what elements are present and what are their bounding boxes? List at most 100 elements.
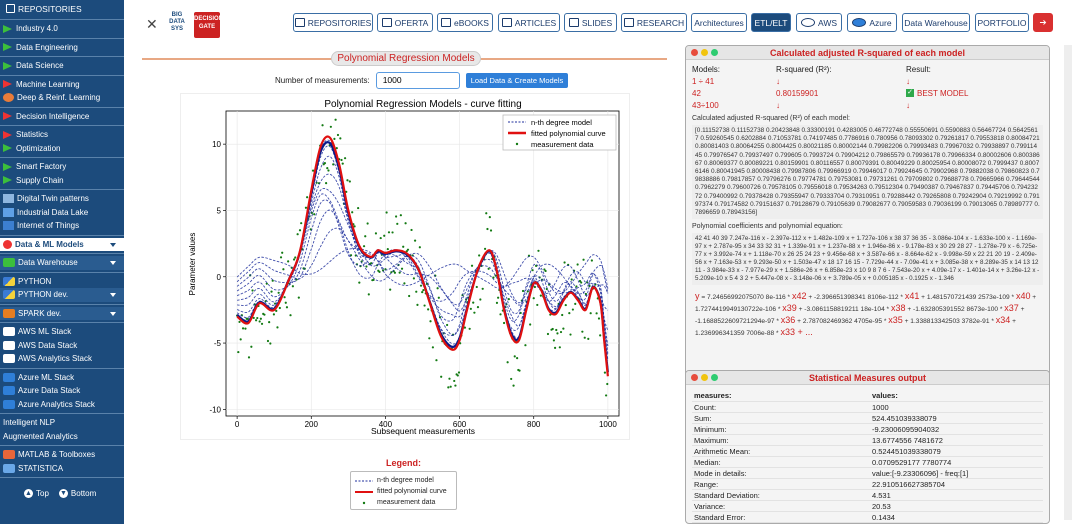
top-nav: ✕ BIG DATA SYS DECISION GATE REPOSITORIE… <box>140 10 1060 40</box>
table-row: 43÷100 ↓ ↓ <box>692 100 910 110</box>
sidebar-item-matlab[interactable]: MATLAB & Toolboxes <box>0 448 124 462</box>
logo-bigdatasys[interactable]: BIG DATA SYS <box>169 12 185 32</box>
stat-label: Variance: <box>694 501 726 511</box>
data-point <box>287 260 290 263</box>
nav-etl-button[interactable]: ETL/ELT <box>751 13 791 32</box>
logo-decisiongate[interactable]: DECISION GATE <box>194 12 223 38</box>
nav-aws-button[interactable]: AWS <box>796 13 842 32</box>
maximize-dot-icon[interactable] <box>711 374 718 381</box>
nav-repositories-button[interactable]: REPOSITORIES <box>293 13 373 32</box>
sidebar-item-python[interactable]: PYTHON <box>0 275 124 289</box>
data-point <box>336 133 340 137</box>
sidebar-header[interactable]: REPOSITORIES <box>0 0 124 17</box>
data-point <box>531 269 534 272</box>
coef-caption: Polynomial coefficients and polynomial e… <box>692 223 843 231</box>
data-point <box>366 222 369 225</box>
nav-slides-button[interactable]: SLIDES <box>564 13 617 32</box>
sidebar-item-smart-factory[interactable]: Smart Factory <box>0 160 124 174</box>
data-point <box>421 291 424 294</box>
data-point <box>326 167 329 170</box>
data-point <box>552 339 555 342</box>
sidebar-item-aws-data[interactable]: AWS Data Stack <box>0 339 124 353</box>
data-point <box>343 157 347 160</box>
close-dot-icon[interactable] <box>691 374 698 381</box>
data-point <box>399 214 402 217</box>
nav-oferta-button[interactable]: OFERTA <box>377 13 433 32</box>
sidebar-item-aws-analytics[interactable]: AWS Analytics Stack <box>0 352 124 366</box>
bottom-button[interactable]: ▼ Bottom <box>58 489 97 498</box>
sidebar-item-data-science[interactable]: Data Science <box>0 59 124 73</box>
data-point <box>348 180 351 183</box>
sidebar-item-azure-ml[interactable]: Azure ML Stack <box>0 371 124 385</box>
table-row: Count: 1000 <box>692 402 1043 413</box>
nav-research-button[interactable]: RESEARCH <box>621 13 687 32</box>
data-point <box>238 320 241 324</box>
sidebar-item-digital-twin[interactable]: Digital Twin patterns <box>0 192 124 206</box>
nav-articles-button[interactable]: ARTICLES <box>498 13 560 32</box>
sidebar-item-statistica[interactable]: STATISTICA <box>0 462 124 476</box>
green-arrow-icon <box>3 144 12 153</box>
sidebar-item-data-warehouse[interactable]: Data Warehouse <box>0 256 124 270</box>
sidebar-item-data-lake[interactable]: Industrial Data Lake <box>0 206 124 220</box>
data-point <box>289 314 292 317</box>
r2-caption: Calculated adjusted R-squared (R²) of ea… <box>692 115 850 122</box>
data-point <box>507 298 510 301</box>
red-arrow-icon <box>3 112 12 121</box>
data-point <box>329 125 332 128</box>
sidebar-item-azure-data[interactable]: Azure Data Stack <box>0 384 124 398</box>
nav-data-warehouse-button[interactable]: Data Warehouse <box>902 13 970 32</box>
data-point <box>532 297 535 300</box>
close-dot-icon[interactable] <box>691 49 698 56</box>
sidebar-item-aws-ml[interactable]: AWS ML Stack <box>0 325 124 339</box>
legend-label-fit: fitted polynomial curve <box>531 129 606 138</box>
stat-label: Count: <box>694 402 717 412</box>
sidebar-item-optimization[interactable]: Optimization <box>0 142 124 156</box>
sidebar-item-statistics[interactable]: Statistics <box>0 128 124 142</box>
sidebar-item-data-engineering[interactable]: Data Engineering <box>0 41 124 55</box>
nav-ebooks-button[interactable]: eBOOKS <box>437 13 493 32</box>
data-point <box>396 222 399 225</box>
load-data-button[interactable]: Load Data & Create Models <box>465 72 569 88</box>
sidebar-item-supply-chain[interactable]: Supply Chain <box>0 174 124 188</box>
table-row: 42 0.80159901 ✓ BEST MODEL <box>692 88 969 98</box>
data-point <box>400 267 404 270</box>
data-point <box>252 316 255 320</box>
data-point <box>276 326 279 329</box>
aws-icon <box>3 340 15 350</box>
data-point <box>278 306 281 310</box>
azure-icon <box>852 18 867 27</box>
sidebar-item-decision-intelligence[interactable]: Decision Intelligence <box>0 110 124 124</box>
chevron-down-icon <box>110 293 116 297</box>
equation-term: x35 <box>888 315 903 326</box>
nav-architectures-button[interactable]: Architectures <box>691 13 747 32</box>
sidebar-item-industry[interactable]: Industry 4.0 <box>0 22 124 36</box>
data-point <box>435 359 438 362</box>
scrollbar[interactable] <box>1064 45 1072 520</box>
maximize-dot-icon[interactable] <box>711 49 718 56</box>
sidebar-item-iot[interactable]: Internet of Things <box>0 219 124 233</box>
minimize-dot-icon[interactable] <box>701 49 708 56</box>
sidebar-item-data-ml-models[interactable]: Data & ML Models <box>0 237 124 251</box>
x-tick-label: 400 <box>379 420 393 429</box>
data-point <box>383 234 386 237</box>
table-row: 1 ÷ 41 ↓ ↓ <box>692 76 910 86</box>
sidebar-item-spark-dev[interactable]: SPARK dev. <box>0 306 124 320</box>
data-point <box>537 249 540 252</box>
stat-value: 4.531 <box>872 490 891 500</box>
data-point <box>256 316 259 320</box>
data-point <box>571 308 574 311</box>
nav-azure-button[interactable]: Azure <box>847 13 897 32</box>
measurements-input[interactable] <box>375 71 460 89</box>
sidebar-item-python-dev[interactable]: PYTHON dev. <box>0 288 124 302</box>
sidebar-item-azure-analytics[interactable]: Azure Analytics Stack <box>0 398 124 412</box>
sidebar-item-machine-learning[interactable]: Machine Learning <box>0 78 124 92</box>
sidebar-item-nlp[interactable]: Intelligent NLP <box>3 418 56 428</box>
logout-icon[interactable]: ➔ <box>1033 13 1053 32</box>
nav-portfolio-button[interactable]: PORTFOLIO <box>975 13 1029 32</box>
data-point <box>510 377 513 381</box>
sidebar-item-deep-learning[interactable]: Deep & Reinf. Learning <box>0 91 124 105</box>
top-button[interactable]: ▲ Top <box>24 489 49 498</box>
sidebar-item-augmented-analytics[interactable]: Augmented Analytics <box>3 431 78 441</box>
close-icon[interactable]: ✕ <box>146 16 158 32</box>
minimize-dot-icon[interactable] <box>701 374 708 381</box>
